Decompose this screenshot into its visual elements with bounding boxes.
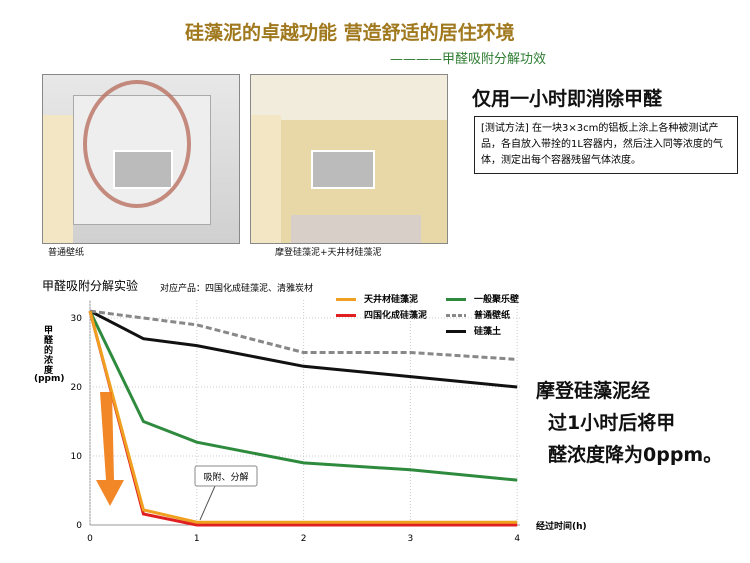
room-caption: 普通壁纸 (48, 248, 85, 258)
conclusion-line: 过1小时后将甲 (548, 412, 676, 434)
x-tick-label: 2 (301, 534, 307, 544)
legend-item: 四国化成硅藻泥 (336, 308, 427, 321)
annotation-text: 吸附、分解 (203, 471, 248, 483)
legend-item: 一般聚乐壁 (446, 292, 519, 305)
x-tick-label: 0 (87, 534, 93, 544)
x-tick-label: 1 (194, 534, 200, 544)
y-tick-label: 0 (76, 521, 82, 531)
room-wallpaper-illustration (42, 74, 240, 244)
room-caption: 摩登硅藻泥+天井材硅藻泥 (275, 248, 382, 258)
room-diatomite-illustration (250, 74, 448, 244)
annotation-box (194, 465, 258, 487)
arrow-graphic (96, 392, 124, 506)
legend-item: 普通壁纸 (446, 308, 510, 321)
chart-title: 甲醛吸附分解实验 (42, 279, 139, 293)
x-tick-label: 4 (514, 534, 520, 544)
x-tick-label: 3 (408, 534, 414, 544)
page-title: 硅藻泥的卓越功能 营造舒适的居住环境 (185, 22, 515, 44)
test-method-note: [测试方法] 在一块3×3cm的铝板上涂上各种被测试产品，各自放入带拴的1L容器… (474, 116, 738, 174)
y-tick-label: 10 (71, 452, 83, 462)
legend-item: 天井材硅藻泥 (336, 292, 418, 305)
series-line-2 (88, 310, 518, 482)
series-line-0 (88, 310, 518, 524)
y-axis-label: 甲醛的浓度 (44, 326, 54, 376)
conclusion-line: 醛浓度降为0ppm。 (548, 444, 723, 466)
series-line-4 (89, 309, 518, 389)
headline: 仅用一小时即消除甲醛 (472, 88, 663, 110)
annotation-pointer (199, 485, 216, 521)
y-tick-label: 20 (71, 383, 83, 393)
y-axis-unit: (ppm) (34, 374, 65, 384)
series-line-3 (89, 309, 518, 361)
page-subtitle: ————甲醛吸附分解功效 (390, 52, 547, 67)
x-axis-label: 经过时间(h) (536, 522, 587, 532)
legend-item: 硅藻土 (446, 324, 501, 337)
y-tick-label: 30 (71, 314, 83, 324)
chart-subtitle: 对应产品：四国化成硅藻泥、清雅炭材 (160, 284, 314, 294)
conclusion-line: 摩登硅藻泥经 (536, 380, 651, 402)
